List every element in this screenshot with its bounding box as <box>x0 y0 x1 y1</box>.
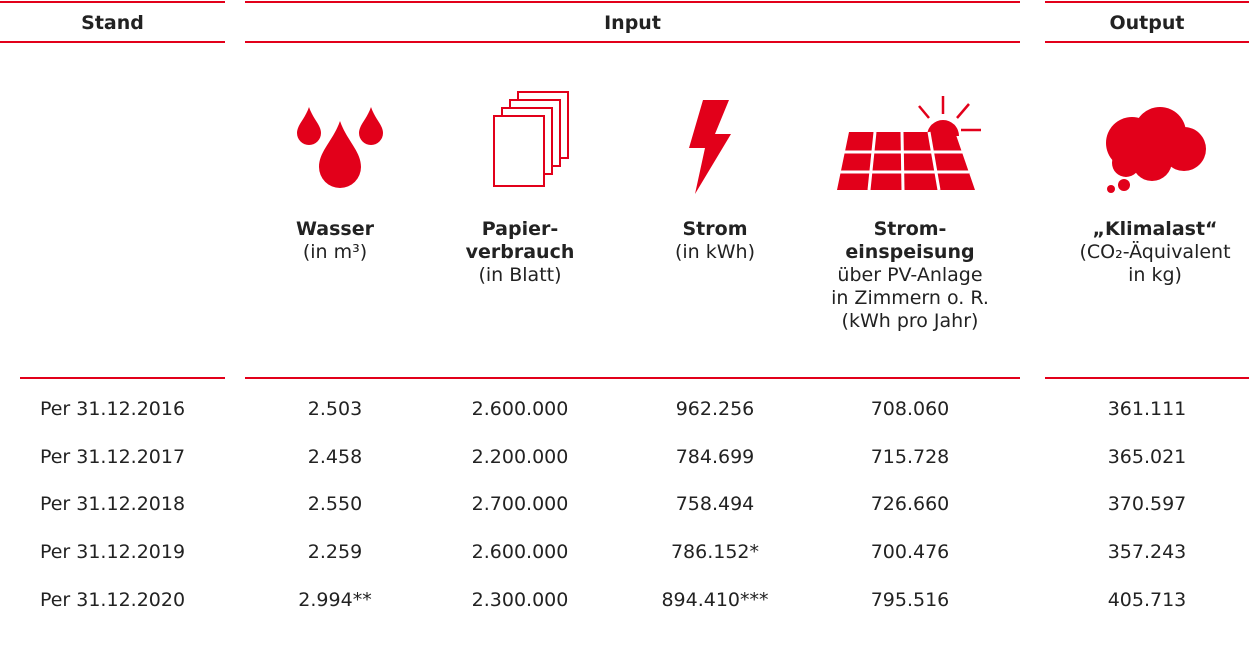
cell: 2.600.000 <box>471 541 569 564</box>
row-label: Per 31.12.2019 <box>39 541 186 564</box>
solar-icon <box>837 96 981 191</box>
cloud-icon <box>1106 107 1206 193</box>
cell: 700.476 <box>870 541 950 564</box>
cell: 370.597 <box>1107 493 1187 516</box>
power-icon <box>689 100 731 194</box>
column-unit: (in m³) <box>302 241 368 263</box>
rule <box>245 1 1020 3</box>
cell: 2.503 <box>307 398 363 420</box>
column-title: „Klimalast“ <box>1092 218 1218 240</box>
cell: 405.713 <box>1107 588 1187 611</box>
header-stand: Stand <box>81 12 144 34</box>
header-input: Input <box>604 12 661 34</box>
cell: 715.728 <box>870 445 950 468</box>
rule <box>1045 377 1249 379</box>
cell: 2.458 <box>307 445 363 468</box>
rule <box>245 41 1020 43</box>
row-label: Per 31.12.2020 <box>39 588 186 611</box>
column-title: Strom- <box>873 218 947 240</box>
cell: 894.410*** <box>661 588 769 611</box>
cell: 708.060 <box>870 398 950 420</box>
rule <box>20 377 225 379</box>
column-title: Wasser <box>296 218 374 240</box>
column-unit: in Zimmern o. R. <box>831 287 989 309</box>
row-label: Per 31.12.2017 <box>39 445 186 468</box>
header-output: Output <box>1109 12 1185 34</box>
cell: 2.200.000 <box>471 445 569 468</box>
cell: 2.259 <box>307 541 363 564</box>
column-title: einspeisung <box>845 241 975 263</box>
column-unit: (in kWh) <box>674 241 756 263</box>
rule <box>0 1 225 3</box>
paper-icon <box>493 91 569 187</box>
cell: 786.152* <box>670 541 760 564</box>
column-unit: (CO₂-Äquivalent <box>1079 241 1231 263</box>
cell: 2.300.000 <box>471 588 569 611</box>
cell: 2.600.000 <box>471 398 569 420</box>
column-title: Strom <box>682 218 748 240</box>
cell: 726.660 <box>870 493 950 516</box>
cell: 2.994** <box>298 588 372 611</box>
column-unit: in kg) <box>1128 264 1182 286</box>
column-unit: über PV-Anlage <box>837 264 983 286</box>
cell: 365.021 <box>1107 445 1187 468</box>
rule <box>0 41 225 43</box>
cell: 795.516 <box>870 588 950 611</box>
row-label: Per 31.12.2018 <box>39 493 186 516</box>
column-unit: (in Blatt) <box>478 264 562 286</box>
row-label: Per 31.12.2016 <box>39 398 186 420</box>
cell: 758.494 <box>675 493 755 516</box>
column-title: verbrauch <box>465 241 575 263</box>
cell: 962.256 <box>675 398 755 420</box>
water-icon <box>297 107 383 188</box>
cell: 357.243 <box>1107 541 1187 564</box>
rule <box>245 377 1020 379</box>
rule <box>1045 41 1249 43</box>
rule <box>1045 1 1249 3</box>
cell: 2.700.000 <box>471 493 569 516</box>
cell: 361.111 <box>1107 398 1187 420</box>
cell: 784.699 <box>675 445 755 468</box>
column-unit: (kWh pro Jahr) <box>841 310 979 332</box>
cell: 2.550 <box>307 493 363 516</box>
column-title: Papier- <box>481 218 559 240</box>
